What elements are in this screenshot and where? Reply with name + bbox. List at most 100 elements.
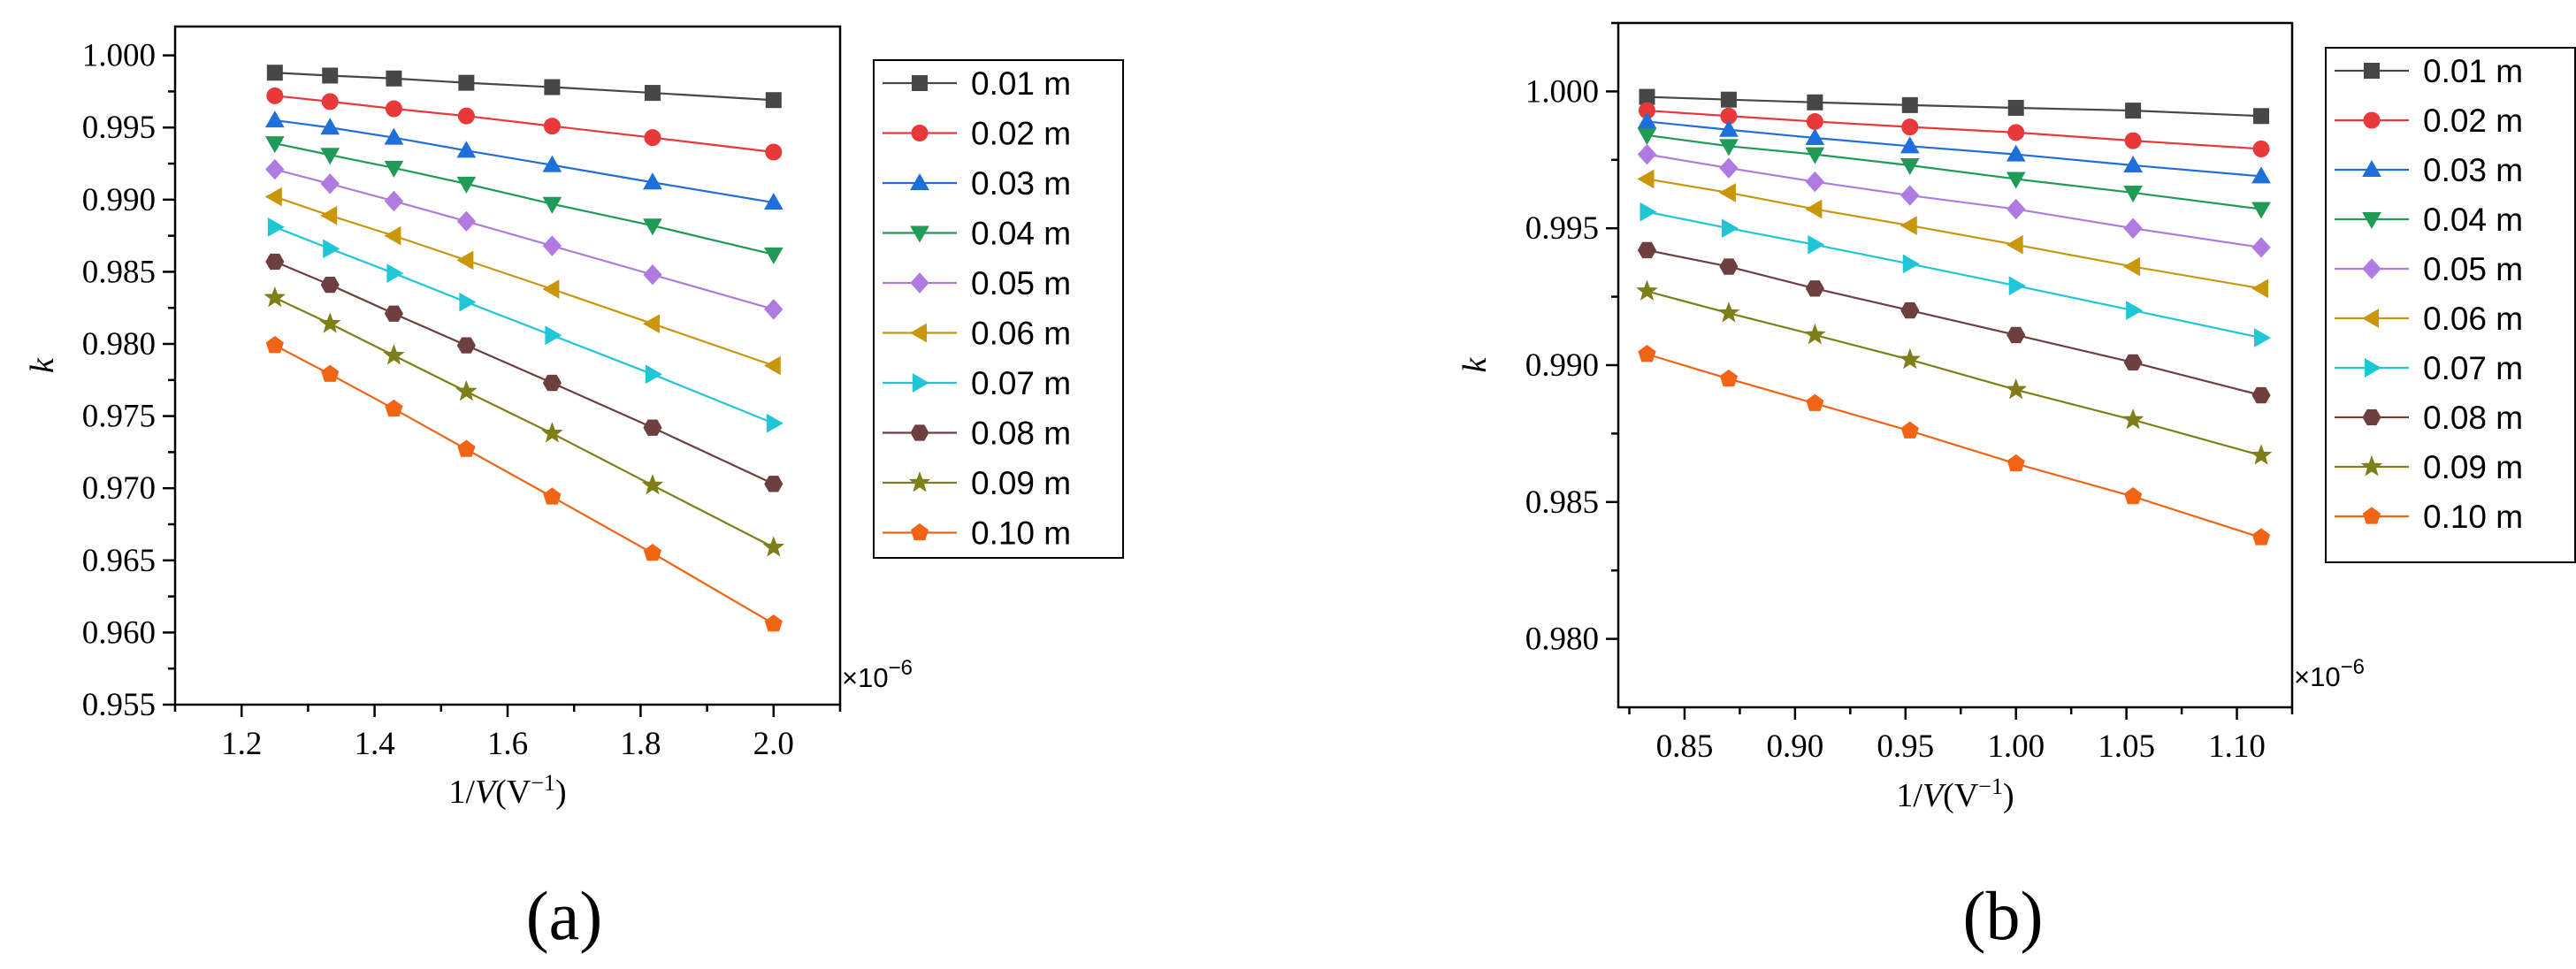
y-tick-label: 0.975: [82, 399, 156, 435]
y-tick-label: 0.980: [82, 326, 156, 362]
data-point: [544, 79, 561, 95]
legend-box: [2325, 47, 2576, 563]
data-point: [2123, 217, 2143, 239]
data-point: [264, 136, 285, 154]
data-point: [543, 118, 561, 135]
legend-marker: [911, 125, 929, 141]
data-point: [2125, 103, 2142, 119]
legend-label: 0.04 m: [971, 216, 1071, 252]
data-point: [542, 374, 562, 392]
data-point: [545, 325, 562, 346]
data-point: [1806, 112, 1823, 130]
data-point: [1900, 136, 1920, 154]
data-point: [266, 87, 284, 104]
legend-marker: [2362, 507, 2381, 524]
legend-marker: [912, 75, 928, 91]
legend-label: 0.01 m: [971, 65, 1071, 102]
data-point: [645, 364, 662, 385]
data-point: [1719, 157, 1739, 179]
x-title-prefix: 1/: [1896, 777, 1922, 814]
legend-label: 0.08 m: [971, 416, 1071, 452]
x-tick-label: 0.90: [1766, 729, 1823, 765]
x-multiplier: ×10−6: [2294, 655, 2365, 692]
y-tick-label: 1.000: [82, 38, 156, 74]
data-point: [323, 239, 340, 259]
data-point: [1900, 301, 1920, 319]
legend-label: 0.04 m: [2423, 202, 2523, 238]
data-point: [765, 92, 782, 109]
data-point: [1721, 218, 1739, 239]
x-title-var: V: [1922, 777, 1946, 814]
chart-panel-a: 1.2 1.4 1.6 1.8 2.0 0.955 0.960 0.965 0.970 0.975…: [24, 25, 1124, 954]
x-tick-label: 1.4: [354, 726, 394, 762]
data-point: [1637, 241, 1657, 259]
data-point: [1720, 91, 1737, 108]
data-point: [1900, 185, 1920, 206]
series-line-8: [274, 260, 775, 485]
data-point: [1804, 324, 1826, 345]
legend-marker: [910, 225, 929, 243]
legend-label: 0.07 m: [2423, 350, 2523, 386]
series-line-7: [274, 225, 775, 424]
panel-label: (b): [1963, 877, 2044, 954]
x-title-unit: (V: [1943, 777, 1979, 814]
series-line-7: [1647, 210, 2262, 340]
legend-marker: [910, 523, 929, 541]
data-point: [321, 93, 339, 111]
data-point: [320, 118, 340, 135]
data-point: [2005, 378, 2028, 400]
x-tick-label: 1.05: [2098, 729, 2155, 765]
data-point: [1807, 94, 1823, 111]
y-axis-title: k: [24, 357, 61, 373]
data-point: [2251, 202, 2271, 219]
legend-label: 0.01 m: [2423, 53, 2523, 89]
x-axis-title: 1/V(V−1): [1896, 774, 2014, 814]
series-line-9: [1647, 290, 2262, 457]
data-point: [2007, 198, 2026, 220]
data-point: [2251, 237, 2271, 258]
data-point: [384, 160, 404, 178]
data-point: [2251, 528, 2271, 546]
legend-label: 0.03 m: [2423, 152, 2523, 188]
x-axis-title: 1/V(V−1): [448, 770, 566, 811]
legend-marker: [2362, 258, 2381, 279]
data-point: [2124, 486, 2143, 505]
data-point: [384, 225, 401, 246]
y-tick-label: 0.995: [82, 110, 156, 146]
legend-label: 0.09 m: [2423, 449, 2523, 485]
series-line-3: [274, 118, 774, 204]
y-tick-label: 0.960: [82, 614, 156, 651]
data-point: [1805, 171, 1825, 193]
data-point: [1719, 258, 1739, 275]
plot-frame: [173, 25, 842, 706]
data-point: [542, 235, 562, 256]
data-point: [2006, 144, 2026, 162]
data-point: [2007, 124, 2025, 141]
data-point: [320, 205, 338, 225]
data-point: [766, 413, 784, 433]
data-point: [643, 263, 662, 286]
data-point: [2254, 328, 2272, 347]
x-multiplier-base: ×10: [2294, 661, 2341, 692]
plot-frame: [1617, 21, 2294, 709]
data-point: [2123, 155, 2143, 172]
data-point: [1808, 234, 1825, 255]
y-tick-label: 0.955: [82, 687, 156, 723]
data-point: [2006, 172, 2026, 189]
data-point: [2006, 234, 2023, 255]
x-title-exp: −1: [531, 770, 555, 796]
x-title-unit: (V: [495, 774, 531, 811]
x-tick-label: 1.8: [620, 726, 661, 762]
series-line-4: [1647, 134, 2262, 210]
data-point: [542, 155, 562, 172]
x-multiplier-base: ×10: [842, 662, 889, 693]
data-point: [2251, 278, 2269, 299]
legend-marker: [2362, 408, 2381, 426]
x-tick-label: 0.95: [1877, 729, 1934, 765]
data-point: [2007, 99, 2024, 116]
data-point: [1640, 202, 1657, 222]
legend-label: 0.09 m: [971, 465, 1071, 501]
data-point: [384, 305, 403, 322]
y-tick-label: 0.965: [82, 543, 156, 579]
